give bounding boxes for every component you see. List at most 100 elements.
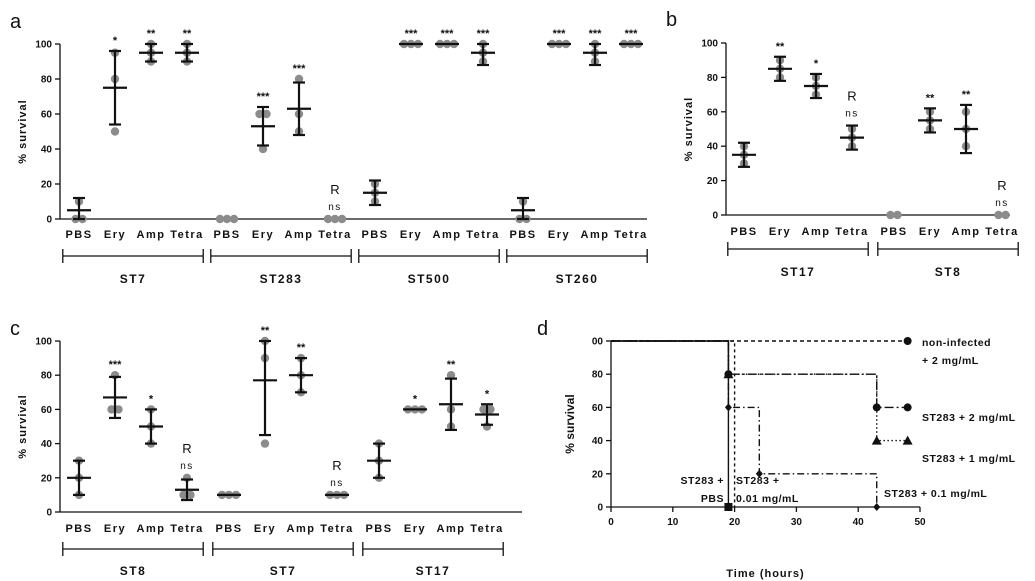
panel-b-group-label: ST17 xyxy=(781,265,816,279)
panel-a-data-point xyxy=(258,144,268,154)
panel-b-ytick-label: 60 xyxy=(707,107,719,118)
panel-d-series-label: + 2 mg/mL xyxy=(922,355,979,367)
panel-b-data-point xyxy=(994,210,1003,220)
panel-c-category-label: PBS xyxy=(215,523,242,535)
panel-b-ytick-label: 20 xyxy=(707,176,719,187)
panel-d-ytick-label: 00 xyxy=(592,337,604,348)
panel-c-ytick-label: 40 xyxy=(41,439,53,450)
panel-a-category-label: Amp xyxy=(137,229,166,241)
panel-c-ytick-label: 80 xyxy=(41,371,53,382)
panel-b-data-point xyxy=(893,210,902,220)
panel-c-ns-label: ns xyxy=(180,461,194,472)
panel-c-resistant-label: R xyxy=(332,458,341,473)
panel-a-data-point xyxy=(229,214,239,224)
panel-b-category-label: Amp xyxy=(952,226,981,238)
panel-a-category-label: Ery xyxy=(400,229,422,241)
panel-d-ytick-label: 40 xyxy=(592,436,604,447)
panel-c-resistant-label: R xyxy=(182,441,191,456)
panel-d-series-label: PBS xyxy=(701,493,724,505)
panel-c-data-point xyxy=(186,490,195,500)
panel-c-y-axis-label: % survival xyxy=(17,394,29,458)
panel-c-category-label: Ery xyxy=(254,523,276,535)
panel-a: a 0 20 40 60 80 100 % survival PBS Ery * Amp ** Tetr… xyxy=(10,11,648,286)
panel-a-data-point xyxy=(215,214,225,224)
panel-d-xtick-label: 30 xyxy=(791,517,803,528)
panel-b-significance-label: ** xyxy=(776,41,785,53)
panel-d-xtick-label: 10 xyxy=(667,517,679,528)
panel-b-data-point xyxy=(1001,210,1010,220)
panel-c-category-label: Ery xyxy=(104,523,126,535)
panel-a-category-label: Tetra xyxy=(466,229,500,241)
panel-a-significance-label: *** xyxy=(477,28,491,40)
panel-b-significance-label: ** xyxy=(962,89,971,101)
panel-a-significance-label: ** xyxy=(183,28,192,40)
panel-a-category-label: Tetra xyxy=(318,229,352,241)
panel-d-letter: d xyxy=(537,318,548,340)
panel-b-significance-label: ** xyxy=(926,92,935,104)
panel-d-y-axis-label: % survival xyxy=(563,394,577,453)
panel-d-series-line xyxy=(611,340,730,507)
panel-d-marker xyxy=(902,435,913,445)
panel-c-data-point xyxy=(179,490,188,500)
panel-b-ns-label: ns xyxy=(995,198,1009,209)
panel-b-ns-label: ns xyxy=(845,109,859,120)
panel-c-significance-label: ** xyxy=(447,359,456,371)
panel-d-series-label: ST283 + 1 mg/mL xyxy=(922,453,1016,465)
panel-b-resistant-label: R xyxy=(997,178,1006,193)
panel-a-data-point xyxy=(323,214,333,224)
panel-a-category-label: PBS xyxy=(361,229,388,241)
panel-a-data-point xyxy=(255,109,264,119)
panel-a-category-label: PBS xyxy=(213,229,240,241)
panel-a-category-label: Amp xyxy=(581,229,610,241)
panel-d-xtick-label: 50 xyxy=(914,517,926,528)
panel-a-ytick-label: 0 xyxy=(46,215,52,226)
panel-d-xtick-label: 0 xyxy=(608,517,614,528)
panel-d-series-line xyxy=(611,340,736,507)
panel-a-significance-label: * xyxy=(113,35,118,47)
panel-a-y-axis-label: % survival xyxy=(17,99,29,163)
panel-a-resistant-label: R xyxy=(330,182,339,197)
panel-c-significance-label: ** xyxy=(261,325,270,337)
panel-c-significance-label: ** xyxy=(297,342,306,354)
panel-a-significance-label: *** xyxy=(625,28,639,40)
panel-a-ytick-label: 40 xyxy=(41,145,53,156)
panel-a-category-label: PBS xyxy=(509,229,536,241)
panel-b-category-label: PBS xyxy=(880,226,907,238)
panel-c-significance-label: * xyxy=(149,393,154,405)
panel-c-significance-label: * xyxy=(413,393,418,405)
panel-a-ns-label: ns xyxy=(328,202,342,213)
panel-c-group-label: ST8 xyxy=(120,564,147,578)
panel-a-significance-label: ** xyxy=(147,28,156,40)
panel-d-series-label: ST283 + xyxy=(681,475,725,487)
panel-a-category-label: Tetra xyxy=(614,229,648,241)
panel-a-ytick-label: 100 xyxy=(35,40,52,51)
panel-a-ytick-label: 20 xyxy=(41,180,53,191)
panel-d-series-label: ST283 + xyxy=(736,475,780,487)
panel-a-group-label: ST500 xyxy=(408,272,451,286)
panel-c-category-label: PBS xyxy=(65,523,92,535)
panel-b-ytick-label: 0 xyxy=(712,211,718,222)
panel-d-ytick-label: 20 xyxy=(592,469,604,480)
panel-a-data-point xyxy=(262,109,271,119)
panel-b-data-point xyxy=(886,210,895,220)
panel-c-significance-label: *** xyxy=(109,359,123,371)
panel-a-significance-label: *** xyxy=(441,28,455,40)
panel-d-series-label: ST283 + 2 mg/mL xyxy=(922,412,1016,424)
panel-b-ytick-label: 40 xyxy=(707,142,719,153)
panel-a-data-point xyxy=(330,214,340,224)
panel-c-category-label: Amp xyxy=(287,523,316,535)
panel-a-group-label: ST283 xyxy=(260,272,303,286)
panel-a-category-label: Ery xyxy=(252,229,274,241)
panel-a-data-point xyxy=(110,127,120,136)
panel-c-ytick-label: 20 xyxy=(41,473,53,484)
panel-c-data-point xyxy=(479,405,488,414)
panel-c-category-label: Amp xyxy=(437,523,466,535)
panel-b-group-label: ST8 xyxy=(935,265,962,279)
panel-c-ytick-label: 100 xyxy=(35,337,52,348)
panel-c-data-point xyxy=(260,439,270,448)
panel-d-series-label: non-infected xyxy=(922,337,991,349)
panel-b: b 0 20 40 60 80 100 % survival PBS Ery ** Amp * Tetr… xyxy=(666,9,1019,279)
panel-a-data-point xyxy=(294,74,304,84)
